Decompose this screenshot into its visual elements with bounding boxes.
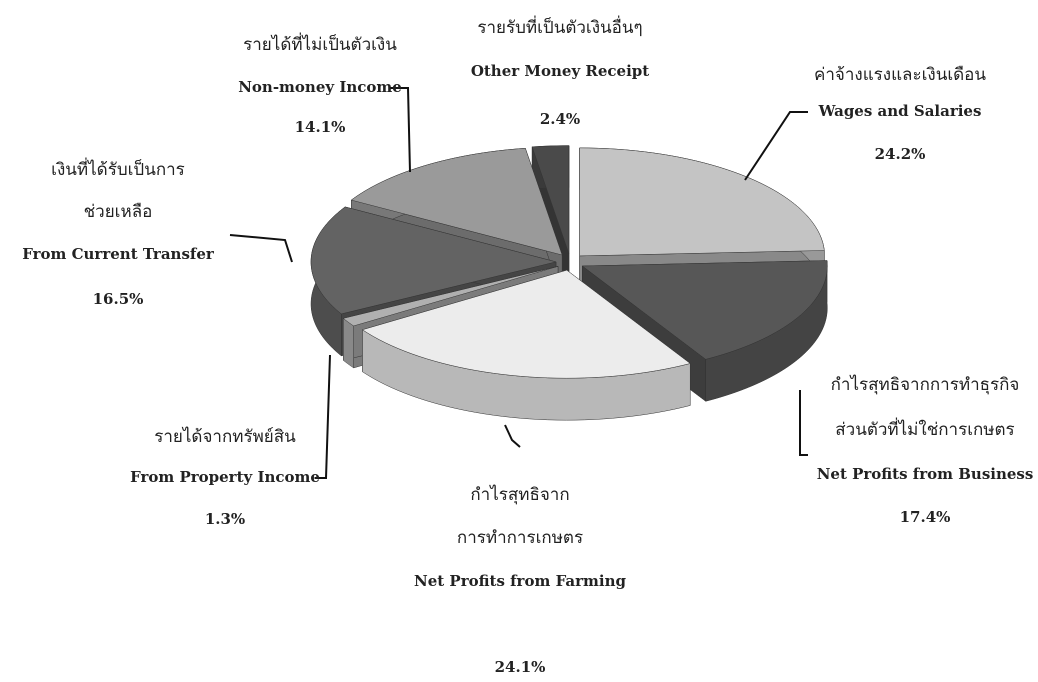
category-label: From Current Transfer xyxy=(22,245,215,263)
leader xyxy=(744,111,808,181)
slice-top xyxy=(581,260,828,360)
slice-top xyxy=(310,206,557,315)
thai-label: การทำการเกษตร xyxy=(457,528,583,548)
slice-top xyxy=(531,145,570,254)
labels: ค่าจ้างแรงและเงินเดือน Wages and Salaries… xyxy=(22,15,1033,676)
leader xyxy=(799,390,808,456)
thai-label: รายได้ที่ไม่เป็นตัวเงิน xyxy=(243,32,397,55)
leader xyxy=(390,87,411,173)
value-label: 1.3% xyxy=(205,510,245,528)
category-label: From Property Income xyxy=(130,468,320,486)
slice-wall xyxy=(343,317,354,369)
category-label: Net Profits from Farming xyxy=(414,572,626,590)
thai-label: เงินที่ได้รับเป็นการ xyxy=(51,157,185,180)
thai-label: รายรับที่เป็นตัวเงินอื่นๆ xyxy=(477,15,642,38)
thai-label: ช่วยเหลือ xyxy=(84,202,153,222)
category-label: Wages and Salaries xyxy=(818,102,982,120)
value-label: 17.4% xyxy=(900,508,951,526)
pie xyxy=(310,145,828,421)
value-label: 24.2% xyxy=(875,145,926,163)
thai-label: ค่าจ้างแรงและเงินเดือน xyxy=(814,65,986,85)
value-label: 24.1% xyxy=(495,658,546,676)
leader xyxy=(315,354,331,479)
thai-label: กำไรสุทธิจากการทำธุรกิจ xyxy=(831,374,1020,395)
slice-top xyxy=(579,147,825,257)
thai-label: กำไรสุทธิจาก xyxy=(470,484,569,505)
slice-top xyxy=(342,266,559,327)
category-label: Net Profits from Business xyxy=(817,465,1034,483)
leader xyxy=(229,234,293,263)
thai-label: ส่วนตัวที่ไม่ใช่การเกษตร xyxy=(835,417,1014,440)
value-label: 2.4% xyxy=(540,110,580,128)
slice xyxy=(581,260,828,402)
slice-top xyxy=(361,269,691,379)
thai-label: รายได้จากทรัพย์สิน xyxy=(154,426,296,447)
category-label: Non-money Income xyxy=(238,78,402,96)
slice-top xyxy=(350,148,563,256)
slice xyxy=(361,269,691,421)
value-label: 16.5% xyxy=(93,290,144,308)
category-label: Other Money Receipt xyxy=(471,62,649,80)
leader xyxy=(504,424,521,448)
value-label: 14.1% xyxy=(295,118,346,136)
